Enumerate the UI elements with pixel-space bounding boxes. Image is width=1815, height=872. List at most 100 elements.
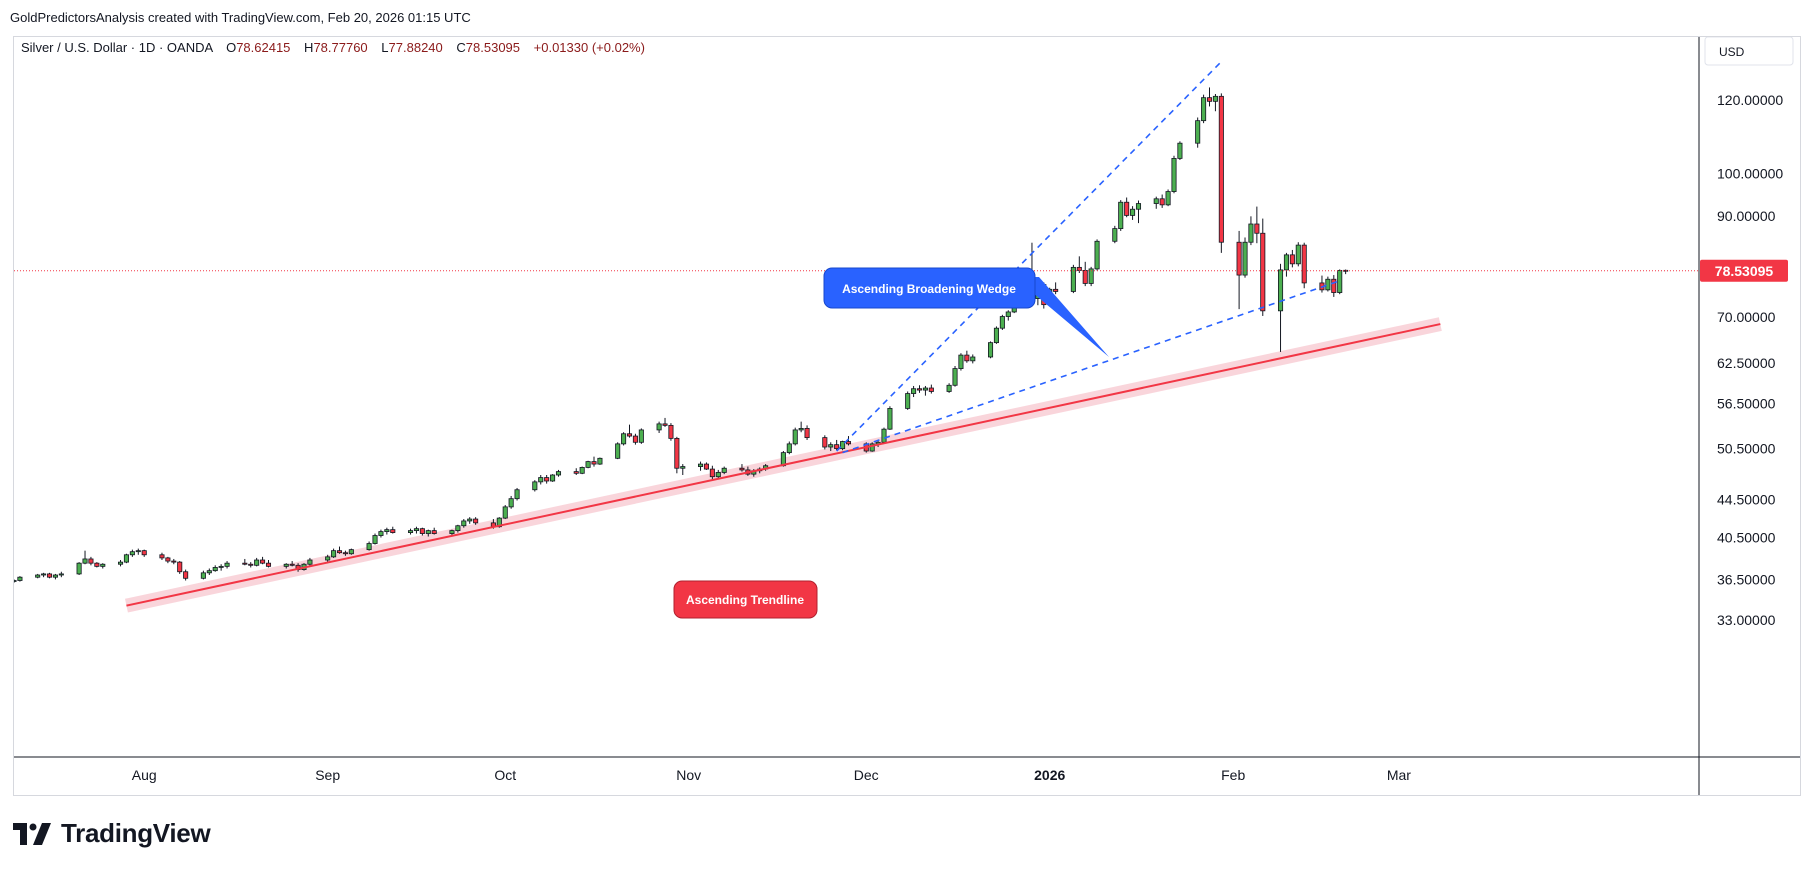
candle-body: [419, 528, 425, 534]
candle-body: [307, 559, 313, 565]
candle-body: [17, 576, 23, 581]
last-price-tag-text: 78.53095: [1715, 263, 1774, 279]
legend-change: +0.01330 (+0.02%): [534, 40, 645, 55]
candle-body: [1171, 158, 1177, 192]
y-tick-label: 40.50000: [1717, 530, 1776, 546]
candle-body: [336, 550, 343, 554]
currency-button[interactable]: USD: [1704, 37, 1794, 66]
candle-body: [845, 441, 852, 445]
candle-body: [632, 435, 638, 443]
candle-body: [656, 423, 662, 431]
x-tick-label: Dec: [854, 767, 879, 783]
candle-body: [46, 573, 53, 578]
last-price-tag: 78.53095: [1700, 259, 1788, 282]
candle-body: [171, 560, 177, 563]
candle-body: [1088, 268, 1094, 284]
candle-body: [1177, 142, 1183, 159]
ascending-trendline[interactable]: [126, 323, 1441, 607]
candle-body: [224, 562, 230, 567]
candle-body: [964, 354, 970, 362]
candle-body: [1260, 232, 1266, 312]
wedge-callout[interactable]: Ascending Broadening Wedge: [823, 267, 1109, 357]
candle-body: [615, 443, 621, 459]
candle-body: [331, 550, 337, 558]
candle-body: [1165, 191, 1171, 206]
candle-body: [1153, 198, 1159, 204]
candle-body: [1242, 241, 1248, 276]
candle-body: [41, 573, 47, 576]
candle-body: [413, 528, 419, 532]
candle-body: [798, 428, 804, 431]
candle-body: [1254, 223, 1260, 234]
candle-body: [100, 563, 106, 567]
candle-body: [573, 471, 579, 474]
candle-body: [289, 563, 295, 566]
x-tick-label: Aug: [132, 767, 157, 783]
tradingview-brand[interactable]: TradingView: [13, 818, 211, 849]
candle-body: [1283, 254, 1289, 271]
candle-body: [159, 554, 165, 559]
candle-body: [958, 354, 964, 369]
candle-body: [177, 561, 183, 573]
candle-body: [834, 444, 840, 450]
tradingview-logo-icon: [13, 822, 51, 845]
candle-body: [265, 562, 272, 567]
candle-body: [1005, 311, 1011, 317]
time-axis[interactable]: Aug Sep Oct Nov Dec 2026 Feb Mar: [132, 767, 1412, 783]
candle-layer: [14, 87, 1349, 583]
candle-body: [455, 525, 461, 532]
candle-body: [709, 468, 715, 478]
candle-body: [911, 388, 917, 394]
y-tick-label: 120.00000: [1717, 92, 1783, 108]
candle-body: [928, 387, 934, 392]
candle-body: [82, 558, 88, 564]
candle-body: [1118, 201, 1124, 230]
legend-high-value: 78.77760: [313, 40, 367, 55]
candle-body: [822, 437, 828, 448]
price-chart[interactable]: Ascending Broadening Wedge Ascending Tre…: [14, 37, 1800, 795]
candle-body: [668, 424, 674, 439]
chart-frame[interactable]: Ascending Broadening Wedge Ascending Tre…: [13, 36, 1801, 796]
candle-body: [76, 562, 82, 575]
candle-body: [283, 563, 289, 567]
candle-body: [218, 565, 224, 568]
candle-body: [544, 477, 550, 482]
legend-close-label: C: [456, 40, 465, 55]
x-tick-label: Mar: [1387, 767, 1411, 783]
candle-body: [1112, 228, 1118, 242]
candle-body: [881, 428, 887, 443]
currency-button-label: USD: [1719, 45, 1745, 59]
candle-body: [922, 387, 928, 391]
legend-close-value: 78.53095: [466, 40, 520, 55]
candle-body: [348, 549, 354, 555]
tradingview-wordmark: TradingView: [61, 818, 211, 848]
candle-body: [425, 530, 431, 534]
candle-body: [916, 388, 923, 391]
candle-body: [366, 543, 372, 551]
legend-open-label: O: [226, 40, 236, 55]
candle-body: [390, 529, 396, 533]
candle-body: [378, 531, 384, 536]
candle-body: [579, 467, 585, 474]
candle-body: [680, 466, 686, 469]
candle-body: [988, 342, 994, 358]
wedge-callout-pointer: [1014, 277, 1109, 357]
candle-body: [674, 437, 680, 469]
candle-body: [1070, 266, 1076, 292]
trendline-callout[interactable]: Ascending Trendline: [673, 580, 818, 619]
price-axis[interactable]: 120.00000 100.00000 90.00000 70.00000 62.500…: [1717, 92, 1783, 628]
candle-body: [1236, 241, 1242, 276]
candle-body: [662, 423, 668, 426]
candle-body: [721, 467, 727, 473]
candle-body: [35, 574, 41, 578]
candle-body: [1278, 269, 1284, 312]
wedge-upper-line[interactable]: [836, 61, 1222, 452]
legend-open-value: 78.62415: [236, 40, 290, 55]
candle-body: [135, 550, 141, 553]
candle-body: [200, 572, 206, 579]
wedge-callout-label: Ascending Broadening Wedge: [842, 282, 1016, 296]
candle-body: [473, 518, 479, 524]
candle-body: [248, 563, 254, 566]
candle-body: [905, 393, 911, 409]
candle-body: [325, 556, 331, 561]
